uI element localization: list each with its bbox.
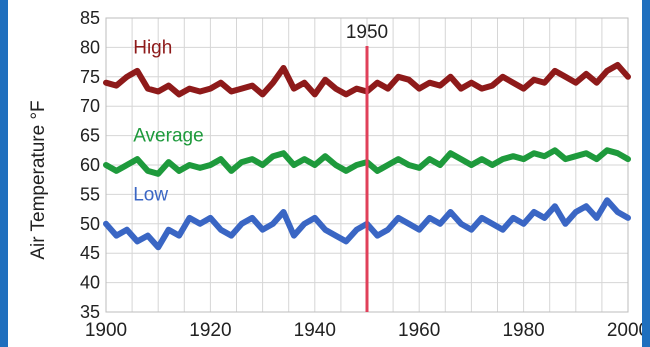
temperature-line-chart: 1950 35 40 45 50 55 60 65 70 75 80 85 1900 1920 1940… [28, 8, 642, 341]
y-axis-label: Air Temperature °F [28, 100, 49, 259]
x-tick-label: 1940 [294, 320, 336, 341]
x-tick-label: 1980 [502, 320, 544, 341]
y-tick-labels: 35 40 45 50 55 60 65 70 75 80 85 [80, 8, 100, 322]
y-tick-label: 50 [80, 214, 100, 234]
x-tick-labels: 1900 1920 1940 1960 1980 2000 [85, 320, 642, 341]
y-tick-label: 40 [80, 273, 100, 293]
y-tick-label: 80 [80, 37, 100, 57]
x-tick-label: 2000 [607, 320, 642, 341]
y-tick-label: 65 [80, 126, 100, 146]
y-tick-label: 60 [80, 155, 100, 175]
x-tick-label: 1920 [189, 320, 231, 341]
series-label-low: Low [133, 184, 168, 205]
x-tick-label: 1900 [85, 320, 127, 341]
y-tick-label: 85 [80, 8, 100, 28]
series-labels: High Average Low [133, 37, 203, 205]
y-tick-label: 35 [80, 302, 100, 322]
year-1950-marker-label: 1950 [346, 22, 388, 43]
series-label-average: Average [133, 125, 203, 146]
y-tick-label: 45 [80, 243, 100, 263]
chart-frame: 1950 35 40 45 50 55 60 65 70 75 80 85 1900 1920 1940… [8, 0, 642, 347]
y-tick-label: 55 [80, 184, 100, 204]
x-tick-label: 1960 [398, 320, 440, 341]
series-label-high: High [133, 37, 172, 58]
marker-layer: 1950 [346, 22, 388, 312]
y-tick-label: 70 [80, 96, 100, 116]
y-tick-label: 75 [80, 67, 100, 87]
